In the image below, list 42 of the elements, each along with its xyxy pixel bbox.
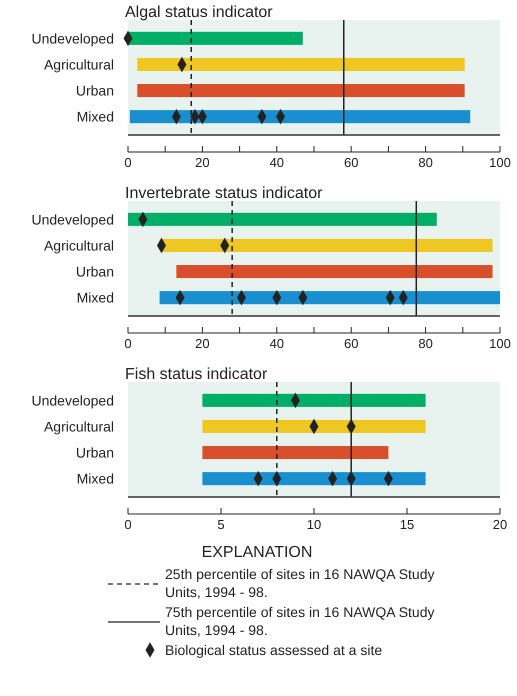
bar bbox=[176, 265, 493, 278]
legend-label: 25th percentile of sites in 16 NAWQA Study Units, 1994 - 98. bbox=[165, 566, 435, 600]
y-tick-label: Agricultural bbox=[44, 237, 114, 254]
y-tick-label: Urban bbox=[76, 263, 114, 280]
y-tick-label: Urban bbox=[76, 444, 114, 460]
x-tick-label: 20 bbox=[195, 336, 210, 352]
y-tick-label: Agricultural bbox=[44, 418, 114, 434]
x-tick-label: 5 bbox=[217, 517, 225, 532]
chart-title: Invertebrate status indicator bbox=[125, 185, 324, 202]
x-tick-label: 0 bbox=[124, 155, 132, 170]
y-tick-label: Undeveloped bbox=[31, 211, 114, 228]
bar bbox=[137, 84, 465, 98]
bar bbox=[128, 212, 437, 226]
x-tick-label: 80 bbox=[418, 336, 433, 352]
bar bbox=[161, 238, 493, 252]
y-tick-label: Undeveloped bbox=[31, 392, 114, 408]
legend-label: 75th percentile of sites in 16 NAWQA Study Units, 1994 - 98. bbox=[165, 604, 435, 638]
x-tick-label: 0 bbox=[124, 336, 132, 352]
y-tick-label: Agricultural bbox=[44, 56, 114, 72]
x-tick-label: 40 bbox=[270, 155, 284, 170]
x-tick-label: 10 bbox=[306, 517, 322, 532]
y-tick-label: Undeveloped bbox=[31, 30, 114, 46]
chart-title: Fish status indicator bbox=[125, 366, 268, 383]
y-tick-label: Mixed bbox=[76, 290, 114, 306]
x-tick-label: 20 bbox=[195, 155, 210, 170]
chart-title: Algal status indicator bbox=[125, 4, 274, 21]
x-tick-label: 60 bbox=[344, 336, 358, 352]
x-tick-label: 80 bbox=[418, 155, 433, 170]
y-tick-label: Mixed bbox=[76, 470, 114, 487]
x-tick-label: 40 bbox=[270, 336, 284, 352]
x-tick-label: 0 bbox=[124, 517, 132, 532]
bar bbox=[128, 32, 303, 45]
x-tick-label: 15 bbox=[400, 517, 414, 532]
x-tick-label: 20 bbox=[492, 517, 508, 532]
y-tick-label: Urban bbox=[76, 82, 114, 98]
legend-label: Biological status assessed at a site bbox=[165, 642, 382, 658]
x-tick-label: 60 bbox=[344, 155, 358, 170]
x-tick-label: 100 bbox=[489, 155, 511, 170]
y-tick-label: Mixed bbox=[76, 108, 114, 125]
legend-title: EXPLANATION bbox=[202, 544, 312, 561]
bar bbox=[137, 58, 465, 71]
x-tick-label: 100 bbox=[489, 336, 511, 352]
